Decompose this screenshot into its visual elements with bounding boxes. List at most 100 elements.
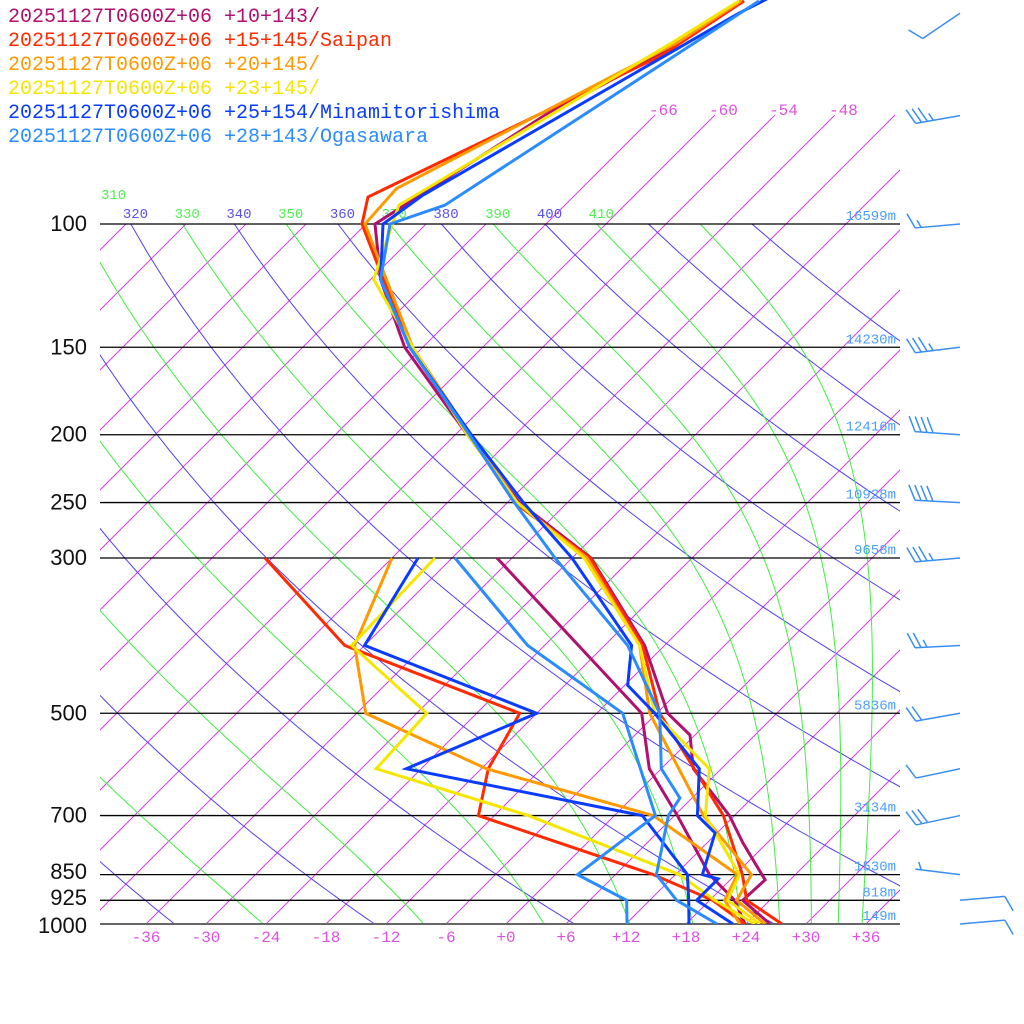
isotherm-top-label: -60 [709, 102, 738, 120]
wind-barb-icon [906, 213, 961, 229]
adiabat-label: 340 [226, 207, 251, 223]
isotherm-line [385, 409, 900, 924]
isotherm-line [0, 224, 6, 924]
legend: 20251127T0600Z+06 +10+143/20251127T0600Z… [8, 6, 500, 149]
isotherm-line [505, 529, 900, 924]
wind-barb-icon [905, 336, 961, 354]
temperature-tick-label: -24 [252, 929, 281, 947]
adiabat-label: 310 [101, 188, 126, 204]
height-label: 818m [862, 885, 896, 901]
height-label: 12416m [846, 420, 896, 436]
isotherm-line [325, 349, 900, 924]
pressure-label: 850 [50, 859, 87, 884]
pressure-label: 300 [50, 545, 87, 570]
temperature-tick-label: +36 [852, 929, 881, 947]
wind-barb-icon [905, 706, 961, 722]
height-label: 1530m [854, 860, 896, 876]
wind-barb-icon [906, 546, 961, 563]
isotherm-line [100, 223, 187, 311]
isotherm-line [805, 829, 900, 924]
wind-barb-icon [915, 861, 961, 876]
dry-adiabat-line [544, 223, 900, 512]
isotherm-top-label: -66 [649, 102, 678, 120]
temperature-tick-label: -36 [132, 929, 161, 947]
isotherm-top-label: -54 [769, 102, 798, 120]
temperature-tick-label: +18 [672, 929, 701, 947]
wind-barbs [905, 12, 1014, 935]
wind-barb-icon [906, 632, 961, 649]
isotherm-line [265, 289, 900, 924]
isotherm-line [100, 114, 656, 671]
isotherm-line [100, 223, 307, 431]
pressure-label: 200 [50, 422, 87, 447]
dewpoint-profile-line [349, 556, 756, 924]
isotherm-line [100, 114, 836, 851]
height-label: 10928m [846, 488, 896, 504]
isotherm-line [625, 649, 900, 924]
pressure-label: 150 [50, 334, 87, 359]
height-label: 3134m [854, 801, 896, 817]
dry-adiabat-line [100, 860, 175, 924]
temperature-tick-label: -12 [372, 929, 401, 947]
temperature-tick-label: +24 [732, 929, 761, 947]
wind-barb-icon [908, 12, 961, 40]
isotherm-line [100, 223, 247, 371]
legend-entry: 20251127T0600Z+06 +20+145/ [8, 54, 320, 77]
isotherm-line [205, 229, 900, 924]
dewpoint-profile-line [495, 556, 747, 924]
moist-adiabat-line [596, 223, 842, 924]
dry-adiabat-line [233, 223, 900, 788]
sounding-profiles [263, 0, 783, 924]
axis-labels: 100 16599m 150 14230m 200 12416m 250 10928m 300 9… [38, 102, 896, 947]
temperature-profile-line [379, 0, 760, 924]
isotherm-line [100, 223, 427, 551]
adiabat-label: 400 [537, 207, 562, 223]
isotherm-line [145, 169, 900, 924]
wind-barb-icon [908, 484, 961, 504]
isotherm-line [445, 469, 900, 924]
legend-entry: 20251127T0600Z+06 +23+145/ [8, 78, 320, 101]
height-label: 14230m [846, 332, 896, 348]
dry-adiabat-line [751, 223, 900, 342]
pressure-label: 700 [50, 803, 87, 828]
pressure-label: 1000 [38, 913, 87, 938]
isotherm-line [745, 769, 900, 924]
temperature-tick-label: +12 [612, 929, 641, 947]
adiabat-label: 380 [433, 207, 458, 223]
dewpoint-profile-line [453, 557, 658, 924]
legend-entry: 20251127T0600Z+06 +15+145/Saipan [8, 30, 392, 53]
adiabat-label: 360 [330, 207, 355, 223]
isotherm-line [565, 589, 900, 924]
wind-barb-icon [905, 808, 961, 826]
pressure-label: 250 [50, 490, 87, 515]
temperature-tick-label: -18 [312, 929, 341, 947]
height-label: 5836m [854, 698, 896, 714]
height-label: 9658m [854, 543, 896, 559]
isotherm-top-label: -48 [829, 102, 858, 120]
legend-entry: 20251127T0600Z+06 +10+143/ [8, 6, 320, 29]
temperature-tick-label: +6 [556, 929, 575, 947]
adiabat-label: 330 [175, 207, 200, 223]
adiabat-label: 390 [485, 207, 510, 223]
temperature-profile-line [379, 0, 769, 924]
temperature-tick-label: -30 [192, 929, 221, 947]
isotherm-line [100, 114, 716, 731]
height-label: 16599m [846, 209, 896, 225]
legend-entry: 20251127T0600Z+06 +28+143/Ogasawara [8, 126, 428, 149]
moist-adiabat-line [100, 261, 631, 924]
wind-barb-icon [905, 764, 961, 779]
isotherm-line [100, 223, 487, 611]
height-label: 149m [862, 909, 896, 925]
wind-barb-icon [905, 107, 961, 125]
temperature-tick-label: +0 [496, 929, 515, 947]
adiabat-label: 350 [278, 207, 303, 223]
pressure-label: 100 [50, 211, 87, 236]
temperature-tick-label: -6 [436, 929, 455, 947]
isotherm-line [685, 709, 900, 924]
legend-entry: 20251127T0600Z+06 +25+154/Minamitorishim… [8, 102, 500, 125]
isotherm-line [100, 114, 896, 911]
pressure-lines [100, 223, 900, 925]
